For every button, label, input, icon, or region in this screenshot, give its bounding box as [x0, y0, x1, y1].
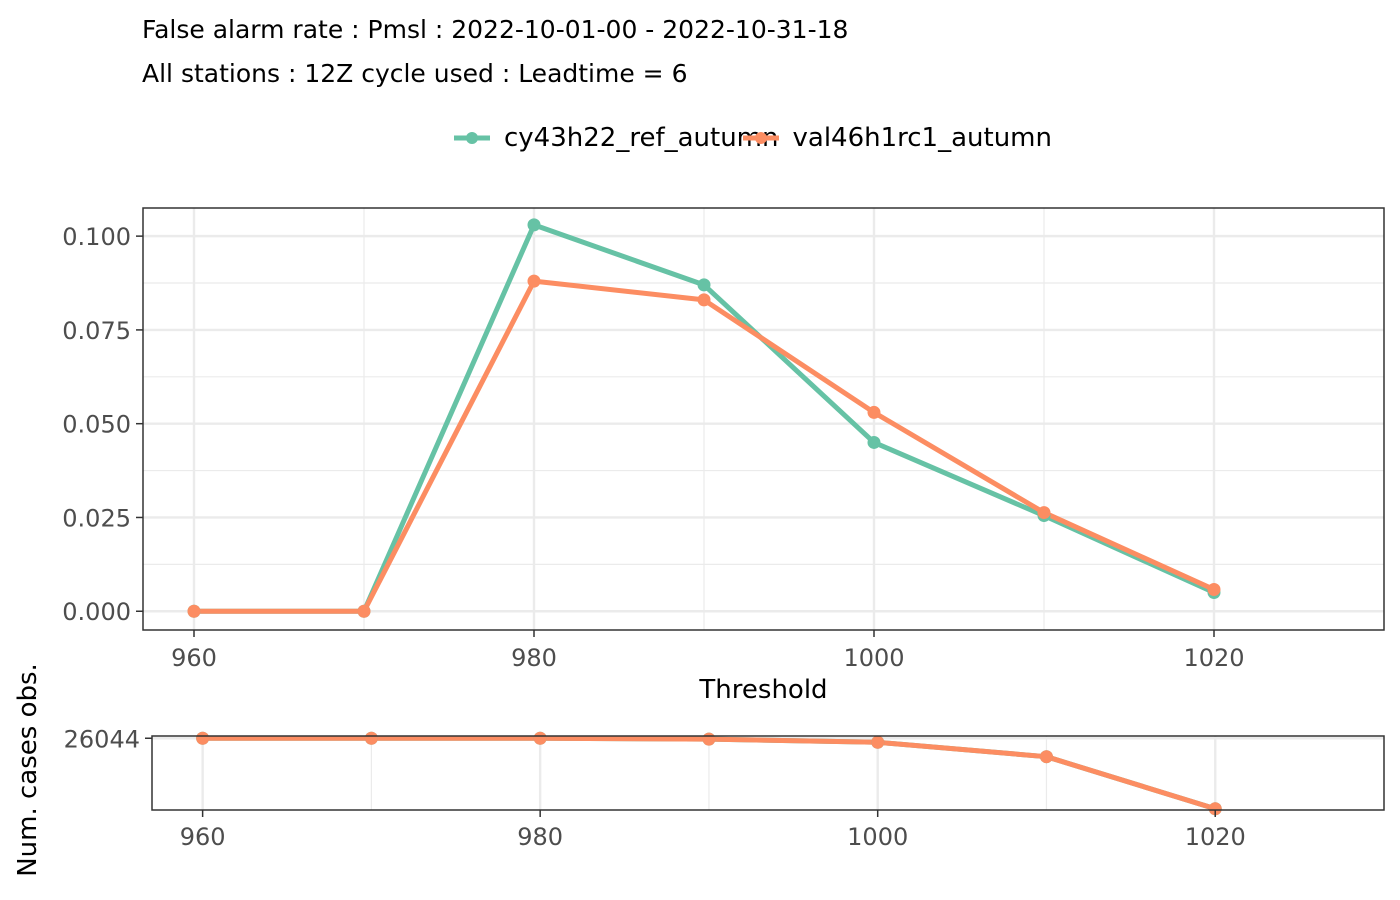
x-tick-label: 960	[180, 823, 226, 851]
chart-titles: False alarm rate : Pmsl : 2022-10-01-00 …	[142, 8, 848, 96]
x-tick-label: 980	[517, 823, 563, 851]
x-tick-label: 980	[511, 644, 557, 672]
data-point-series-2	[364, 731, 378, 745]
data-point-series-2	[702, 732, 716, 746]
data-point-series-2	[1039, 750, 1053, 764]
data-point-series-2	[867, 405, 881, 419]
panel-2: 960 980 1000 1020 26044	[64, 725, 1385, 851]
data-point-series-2	[187, 604, 201, 618]
panel-border	[142, 207, 1385, 631]
legend-key-series-2	[742, 132, 779, 144]
legend-key-series-1	[454, 132, 490, 144]
x-tick-label: 1020	[1185, 823, 1246, 851]
panel-background	[143, 208, 1384, 630]
x-tick-label: 960	[171, 644, 217, 672]
data-point-series-2	[527, 274, 541, 288]
x-tick-label: 1020	[1183, 644, 1244, 672]
panel-background	[152, 736, 1384, 810]
legend: cy43h22_ref_autumn val46h1rc1_autumn	[450, 118, 1058, 158]
data-point-series-2	[1207, 582, 1221, 596]
legend-item-series-2: val46h1rc1_autumn	[739, 118, 1053, 158]
chart-title: False alarm rate : Pmsl : 2022-10-01-00 …	[142, 15, 849, 44]
x-axis-label: Threshold	[698, 675, 827, 705]
data-point-series-1	[527, 218, 541, 232]
data-point-series-2	[196, 731, 210, 745]
data-point-series-1	[697, 278, 711, 292]
data-point-series-2	[533, 731, 547, 745]
y-tick-label: 0.025	[62, 504, 131, 532]
legend-item-series-1: cy43h22_ref_autumn	[450, 118, 779, 158]
legend-label-series-1: cy43h22_ref_autumn	[504, 123, 779, 153]
data-point-series-1	[867, 435, 881, 449]
y-tick-label: 0.050	[62, 411, 131, 439]
data-point-series-2	[697, 293, 711, 307]
y-tick-label: 0.100	[62, 223, 131, 251]
panel-border	[151, 735, 1385, 811]
data-point-series-2	[357, 604, 371, 618]
panel-1: 960 980 1000 1020 0.000 0.025 0.050 0.075 0.100 T…	[62, 207, 1385, 705]
y-axis-label-lower: Num. cases obs.	[13, 663, 43, 877]
chart-subtitle: All stations : 12Z cycle used : Leadtime…	[142, 59, 688, 88]
x-tick-label: 1000	[843, 644, 904, 672]
y-tick-label: 0.075	[62, 317, 131, 345]
data-point-series-2	[1037, 506, 1051, 520]
legend-label-series-2: val46h1rc1_autumn	[792, 123, 1053, 153]
y-tick-label: 0.000	[62, 598, 131, 626]
x-tick-label: 1000	[847, 823, 908, 851]
y-tick-label: 26044	[64, 725, 140, 753]
data-point-series-2	[871, 735, 885, 749]
data-point-series-2	[1208, 802, 1222, 816]
